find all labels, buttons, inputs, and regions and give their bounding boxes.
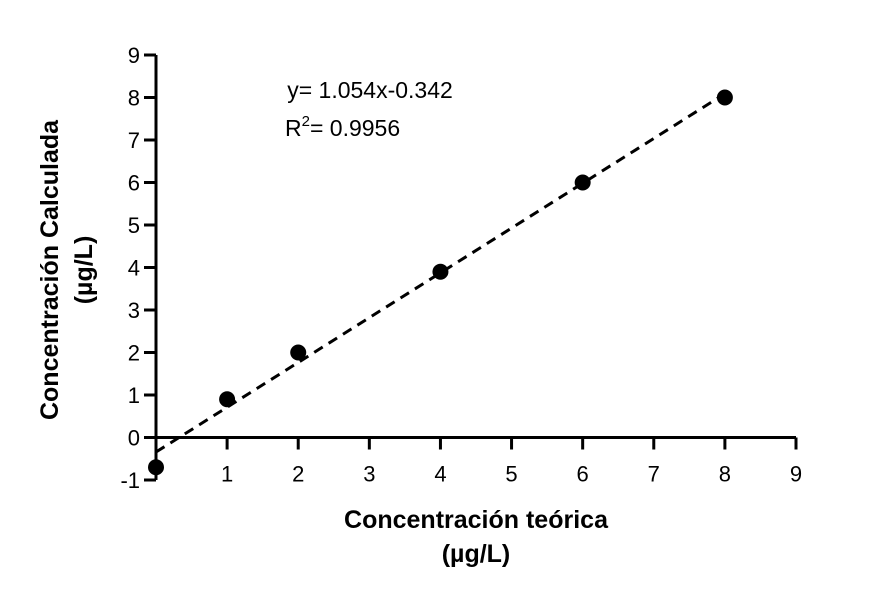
ticks: -1 0 1 2 3 4 5 6 7 8 9 1 2 3 4 5 6 7 8 9: [120, 43, 802, 493]
y-axis-title: Concentración Calculada (µg/L): [36, 119, 98, 420]
y-tick-label: 2: [128, 341, 140, 366]
data-point: [716, 89, 733, 106]
y-tick-label: 4: [128, 256, 140, 281]
x-tick-label: 8: [719, 462, 731, 487]
axes: [154, 55, 796, 480]
x-tick-label: 2: [292, 462, 304, 487]
y-tick-label: 9: [128, 43, 140, 68]
r-squared-label: R2= 0.9956: [285, 113, 400, 141]
x-axis-title-line2: (µg/L): [442, 540, 511, 568]
r-squared-exponent: 2: [302, 113, 310, 130]
data-point: [219, 391, 236, 408]
y-tick-label: 0: [128, 426, 140, 451]
y-tick-label: -1: [120, 468, 140, 493]
data-point: [290, 344, 307, 361]
x-tick-label: 3: [363, 462, 375, 487]
data-point: [148, 459, 164, 476]
data-point: [574, 174, 591, 191]
x-axis-title-line1: Concentración teórica: [344, 506, 609, 534]
y-tick-label: 1: [128, 383, 140, 408]
y-tick-label: 6: [128, 171, 140, 196]
data-points: [148, 89, 733, 476]
y-tick-label: 5: [128, 213, 140, 238]
x-tick-label: 4: [434, 462, 446, 487]
x-tick-label: 9: [790, 462, 802, 487]
y-axis-title-line2: (µg/L): [70, 236, 98, 305]
x-tick-label: 5: [505, 462, 517, 487]
r-squared-prefix: R: [285, 115, 302, 141]
y-axis-title-line1: Concentración Calculada: [36, 119, 64, 420]
r-squared-value: = 0.9956: [310, 115, 400, 141]
y-tick-label: 7: [128, 128, 140, 153]
x-tick-label: 7: [648, 462, 660, 487]
y-tick-label: 8: [128, 86, 140, 111]
y-tick-label: 3: [128, 298, 140, 323]
x-tick-label: 1: [221, 462, 233, 487]
x-tick-label: 6: [577, 462, 589, 487]
data-point: [432, 263, 449, 280]
equation-label: y= 1.054x-0.342: [287, 77, 453, 103]
